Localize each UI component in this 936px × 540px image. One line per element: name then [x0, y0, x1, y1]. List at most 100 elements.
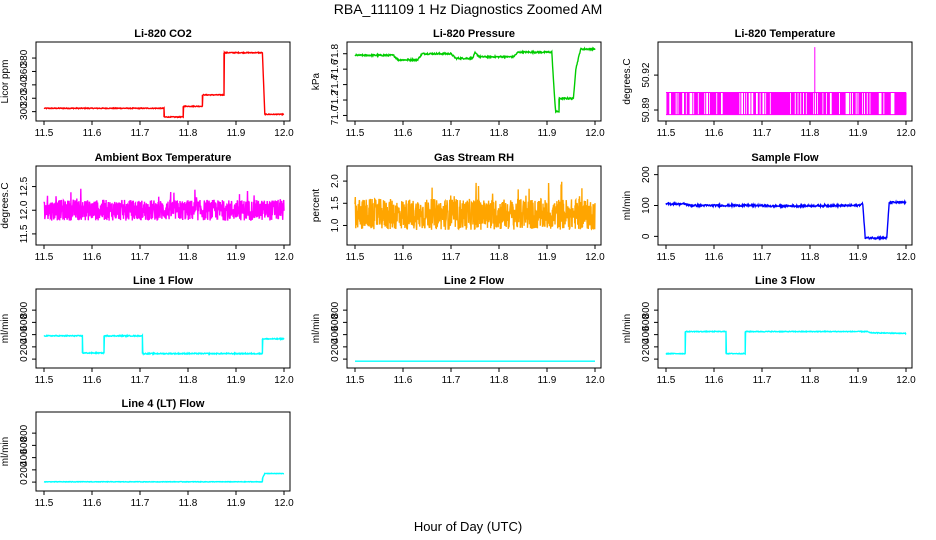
x-tick-label: 11.6 — [83, 498, 102, 509]
x-tick-label: 11.8 — [801, 375, 820, 386]
x-tick-label: 11.9 — [227, 252, 246, 263]
y-axis-label: percent — [311, 189, 322, 223]
y-tick-label: 800 — [641, 301, 652, 318]
y-tick-label: 400 — [19, 449, 30, 466]
x-tick-label: 11.9 — [849, 128, 868, 139]
x-tick-label: 11.8 — [490, 128, 509, 139]
series-line — [665, 198, 907, 241]
x-tick-label: 11.7 — [753, 128, 772, 139]
x-tick-label: 11.6 — [394, 375, 413, 386]
y-tick-label: 12.5 — [19, 176, 30, 196]
y-tick-label: 600 — [19, 437, 30, 454]
y-tick-label: 71.8 — [330, 44, 341, 64]
x-tick-label: 11.5 — [35, 498, 54, 509]
x-tick-label: 11.5 — [657, 128, 676, 139]
y-axis-label: ml/min — [622, 191, 633, 220]
panel-title: Line 2 Flow — [444, 275, 504, 287]
x-tick-label: 12.0 — [896, 252, 916, 263]
panel-title: Line 1 Flow — [133, 275, 193, 287]
y-tick-label: 71.6 — [330, 59, 341, 79]
x-tick-label: 11.7 — [753, 252, 772, 263]
x-tick-label: 11.9 — [538, 252, 557, 263]
y-axis-label: kPa — [311, 72, 322, 90]
y-tick-label: 200 — [19, 338, 30, 355]
x-tick-label: 11.5 — [35, 375, 54, 386]
x-tick-label: 11.5 — [346, 128, 365, 139]
y-tick-label: 2.0 — [330, 174, 341, 188]
plot-frame — [35, 165, 291, 246]
panel-ambient-box-temperature: Ambient Box Temperature degrees.C 11.5 11.6… — [0, 152, 294, 263]
x-tick-label: 11.8 — [490, 375, 509, 386]
x-tick-label: 12.0 — [274, 498, 294, 509]
y-tick-label: 300 — [19, 103, 30, 120]
y-axis-label: ml/min — [0, 314, 11, 343]
y-tick-label: 0 — [641, 233, 652, 239]
series-line — [43, 50, 285, 119]
x-tick-label: 11.6 — [705, 252, 724, 263]
plot-frame — [657, 288, 913, 369]
panel-line-4-lt-flow: Line 4 (LT) Flow ml/min 11.5 11.6 11.7 11.8 11… — [0, 398, 294, 509]
x-tick-label: 11.5 — [35, 252, 54, 263]
y-axis-label: degrees.C — [0, 182, 11, 228]
series-line — [666, 47, 907, 116]
x-tick-label: 12.0 — [585, 128, 605, 139]
x-tick-label: 11.6 — [83, 128, 102, 139]
y-tick-label: 600 — [330, 314, 341, 331]
x-tick-label: 12.0 — [274, 252, 294, 263]
y-tick-label: 12.0 — [19, 200, 30, 220]
y-tick-label: 71.0 — [330, 105, 341, 125]
x-tick-label: 12.0 — [585, 375, 605, 386]
y-tick-label: 50.92 — [641, 62, 652, 87]
series-line — [354, 181, 596, 231]
x-tick-label: 11.9 — [227, 375, 246, 386]
y-tick-label: 600 — [19, 314, 30, 331]
y-tick-label: 0 — [19, 479, 30, 485]
y-tick-label: 600 — [641, 314, 652, 331]
x-tick-label: 11.7 — [131, 498, 150, 509]
x-tick-label: 11.5 — [657, 252, 676, 263]
panel-title: Ambient Box Temperature — [95, 152, 232, 164]
x-tick-label: 11.8 — [801, 128, 820, 139]
y-tick-label: 50.89 — [641, 97, 652, 122]
x-tick-label: 11.9 — [538, 375, 557, 386]
y-tick-label: 11.5 — [19, 224, 30, 243]
plot-frame — [346, 288, 602, 369]
y-axis-label: Licor ppm — [0, 60, 11, 104]
y-tick-label: 0 — [330, 356, 341, 362]
panel-gas-stream-rh: Gas Stream RH percent 11.5 11.6 11.7 11.8 11.9… — [311, 152, 605, 263]
x-tick-label: 11.7 — [131, 128, 150, 139]
x-tick-label: 12.0 — [274, 375, 294, 386]
y-tick-label: 71.2 — [330, 90, 341, 110]
x-tick-label: 11.7 — [753, 375, 772, 386]
y-tick-label: 360 — [19, 63, 30, 80]
y-tick-label: 100 — [641, 197, 652, 214]
panel-title: Sample Flow — [751, 152, 819, 164]
series-line — [43, 472, 285, 483]
y-tick-label: 1.5 — [330, 196, 341, 210]
panels: Li-820 CO2 Licor ppm 11.5 11.6 11.7 11.8 11.9 1… — [0, 28, 916, 509]
plot-frame — [657, 41, 913, 122]
y-tick-label: 200 — [19, 461, 30, 478]
y-tick-label: 380 — [19, 49, 30, 66]
panel-li-820-temperature: Li-820 Temperature degrees.C 11.5 11.6 11.7 1… — [622, 28, 916, 139]
y-tick-label: 0 — [19, 356, 30, 362]
panel-line-2-flow: Line 2 Flow ml/min 11.5 11.6 11.7 11.8 11.9 12.… — [311, 275, 605, 386]
y-tick-label: 340 — [19, 76, 30, 93]
x-tick-label: 11.8 — [490, 252, 509, 263]
series-line — [354, 46, 596, 114]
x-tick-label: 12.0 — [896, 128, 916, 139]
x-tick-label: 11.5 — [657, 375, 676, 386]
x-tick-label: 11.6 — [83, 252, 102, 263]
y-axis-label: ml/min — [0, 437, 11, 466]
x-tick-label: 11.7 — [131, 375, 150, 386]
y-axis-label: ml/min — [311, 314, 322, 343]
x-tick-label: 11.7 — [442, 128, 461, 139]
y-axis-label: degrees.C — [622, 58, 633, 104]
y-tick-label: 400 — [330, 326, 341, 343]
x-tick-label: 11.8 — [179, 252, 198, 263]
panel-title: Li-820 Pressure — [433, 28, 515, 40]
x-tick-label: 11.6 — [705, 128, 724, 139]
y-tick-label: 200 — [641, 166, 652, 183]
plot-frame — [346, 165, 602, 246]
